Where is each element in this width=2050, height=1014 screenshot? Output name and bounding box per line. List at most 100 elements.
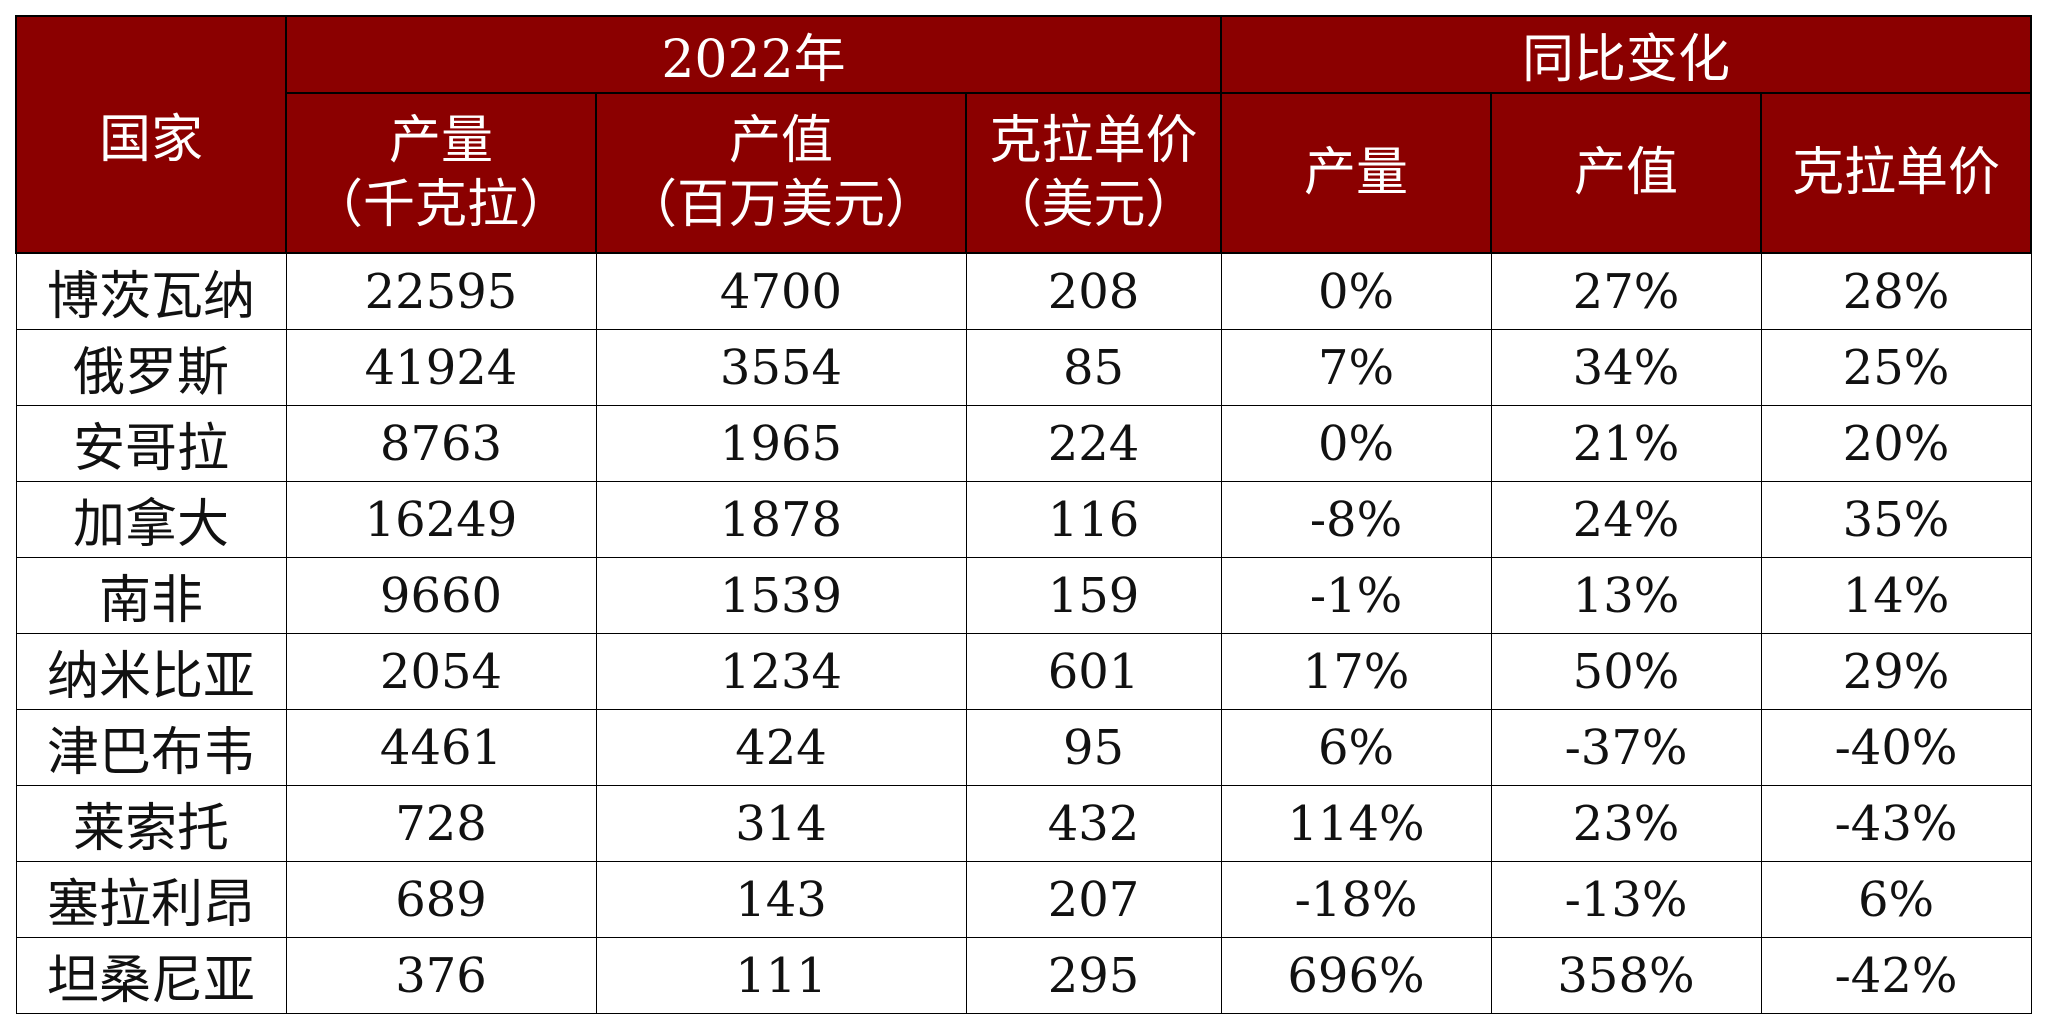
cell-production-yoy: 7% xyxy=(1220,329,1492,406)
header-value-2022-line2: （百万美元） xyxy=(624,175,937,235)
header-value-yoy: 产值 xyxy=(1490,92,1763,254)
cell-production-yoy: 114% xyxy=(1220,785,1492,862)
cell-price-yoy: 14% xyxy=(1760,557,2032,634)
cell-country: 加拿大 xyxy=(15,481,287,558)
cell-value: 1965 xyxy=(595,405,967,482)
cell-production-yoy: 0% xyxy=(1220,405,1492,482)
table-row: 塞拉利昂 689 143 207 -18% -13% 6% xyxy=(15,861,2032,938)
header-production-yoy: 产量 xyxy=(1220,92,1493,254)
diamond-production-table: 国家 2022年 同比变化 产量 （千克拉） 产值 （百万美元） 克拉单价 （美… xyxy=(15,15,2033,1014)
cell-price-per-carat: 85 xyxy=(965,329,1222,406)
cell-price-yoy: -40% xyxy=(1760,709,2032,786)
cell-value-yoy: 27% xyxy=(1490,252,1762,330)
cell-value: 424 xyxy=(595,709,967,786)
cell-value-yoy: -37% xyxy=(1490,709,1762,786)
cell-value-yoy: 24% xyxy=(1490,481,1762,558)
table-row: 俄罗斯 41924 3554 85 7% 34% 25% xyxy=(15,329,2032,406)
header-group-row: 国家 2022年 同比变化 xyxy=(15,15,2033,254)
cell-production: 16249 xyxy=(285,481,597,558)
cell-country: 俄罗斯 xyxy=(15,329,287,406)
cell-production: 2054 xyxy=(285,633,597,710)
cell-country: 安哥拉 xyxy=(15,405,287,482)
cell-value: 3554 xyxy=(595,329,967,406)
header-sub-row: 产量 （千克拉） 产值 （百万美元） 克拉单价 （美元） 产量 产值 克拉单价 xyxy=(16,92,2033,254)
cell-country: 坦桑尼亚 xyxy=(15,937,287,1014)
table-row: 纳米比亚 2054 1234 601 17% 50% 29% xyxy=(15,633,2032,710)
table-row: 博茨瓦纳 22595 4700 208 0% 27% 28% xyxy=(15,252,2032,330)
cell-production: 9660 xyxy=(285,557,597,634)
cell-production: 8763 xyxy=(285,405,597,482)
cell-value: 1234 xyxy=(595,633,967,710)
header-group-2022: 2022年 xyxy=(284,15,1223,94)
cell-production: 41924 xyxy=(285,329,597,406)
header-value-2022-line1: 产值 xyxy=(728,111,833,171)
cell-price-yoy: 28% xyxy=(1760,252,2032,330)
cell-value-yoy: -13% xyxy=(1490,861,1762,938)
cell-price-per-carat: 432 xyxy=(965,785,1222,862)
cell-price-per-carat: 601 xyxy=(965,633,1222,710)
table-header: 国家 2022年 同比变化 产量 （千克拉） 产值 （百万美元） 克拉单价 （美… xyxy=(15,15,2033,254)
cell-price-per-carat: 116 xyxy=(965,481,1222,558)
cell-value-yoy: 21% xyxy=(1490,405,1762,482)
cell-price-yoy: 6% xyxy=(1760,861,2032,938)
cell-value-yoy: 358% xyxy=(1490,937,1762,1014)
cell-price-per-carat: 295 xyxy=(965,937,1222,1014)
cell-value: 111 xyxy=(595,937,967,1014)
header-production-2022-line2: （千克拉） xyxy=(310,175,571,235)
cell-production: 689 xyxy=(285,861,597,938)
cell-production-yoy: 0% xyxy=(1220,252,1492,330)
cell-production-yoy: 696% xyxy=(1220,937,1492,1014)
cell-price-yoy: 35% xyxy=(1760,481,2032,558)
header-production-2022-line1: 产量 xyxy=(388,111,493,171)
cell-production: 728 xyxy=(285,785,597,862)
header-production-2022: 产量 （千克拉） xyxy=(285,92,597,254)
table-body: 博茨瓦纳 22595 4700 208 0% 27% 28% 俄罗斯 41924 3554 85 7%… xyxy=(15,252,2032,1014)
table-row: 坦桑尼亚 376 111 295 696% 358% -42% xyxy=(15,937,2032,1014)
cell-value: 1878 xyxy=(595,481,967,558)
cell-price-yoy: -42% xyxy=(1760,937,2032,1014)
cell-value-yoy: 23% xyxy=(1490,785,1762,862)
header-group-yoy: 同比变化 xyxy=(1220,15,2033,94)
cell-country: 博茨瓦纳 xyxy=(15,252,287,330)
cell-price-per-carat: 207 xyxy=(965,861,1222,938)
cell-value: 143 xyxy=(595,861,967,938)
cell-production-yoy: -1% xyxy=(1220,557,1492,634)
table-row: 莱索托 728 314 432 114% 23% -43% xyxy=(15,785,2032,862)
cell-value-yoy: 50% xyxy=(1490,633,1762,710)
cell-value: 1539 xyxy=(595,557,967,634)
cell-country: 纳米比亚 xyxy=(15,633,287,710)
cell-production-yoy: -8% xyxy=(1220,481,1492,558)
cell-price-yoy: -43% xyxy=(1760,785,2032,862)
cell-value-yoy: 13% xyxy=(1490,557,1762,634)
cell-country: 塞拉利昂 xyxy=(15,861,287,938)
cell-price-yoy: 20% xyxy=(1760,405,2032,482)
cell-price-per-carat: 208 xyxy=(965,252,1222,330)
cell-price-per-carat: 159 xyxy=(965,557,1222,634)
cell-production-yoy: 17% xyxy=(1220,633,1492,710)
diamond-production-table-sheet: 国家 2022年 同比变化 产量 （千克拉） 产值 （百万美元） 克拉单价 （美… xyxy=(15,15,2033,1014)
header-country: 国家 xyxy=(15,15,287,254)
cell-production-yoy: 6% xyxy=(1220,709,1492,786)
cell-country: 莱索托 xyxy=(15,785,287,862)
header-price-yoy: 克拉单价 xyxy=(1760,92,2033,254)
header-price-2022-line1: 克拉单价 xyxy=(989,111,1198,171)
header-price-2022-line2: （美元） xyxy=(989,175,1198,235)
cell-country: 津巴布韦 xyxy=(15,709,287,786)
header-value-2022: 产值 （百万美元） xyxy=(595,92,967,254)
cell-production: 22595 xyxy=(285,252,597,330)
cell-price-yoy: 29% xyxy=(1760,633,2032,710)
table-row: 安哥拉 8763 1965 224 0% 21% 20% xyxy=(15,405,2032,482)
table-row: 南非 9660 1539 159 -1% 13% 14% xyxy=(15,557,2032,634)
cell-production: 4461 xyxy=(285,709,597,786)
cell-value: 314 xyxy=(595,785,967,862)
cell-production: 376 xyxy=(285,937,597,1014)
table-row: 津巴布韦 4461 424 95 6% -37% -40% xyxy=(15,709,2032,786)
table-row: 加拿大 16249 1878 116 -8% 24% 35% xyxy=(15,481,2032,558)
cell-value-yoy: 34% xyxy=(1490,329,1762,406)
header-price-2022: 克拉单价 （美元） xyxy=(964,92,1223,254)
cell-price-per-carat: 224 xyxy=(965,405,1222,482)
cell-country: 南非 xyxy=(15,557,287,634)
cell-value: 4700 xyxy=(595,252,967,330)
cell-price-yoy: 25% xyxy=(1760,329,2032,406)
cell-price-per-carat: 95 xyxy=(965,709,1222,786)
